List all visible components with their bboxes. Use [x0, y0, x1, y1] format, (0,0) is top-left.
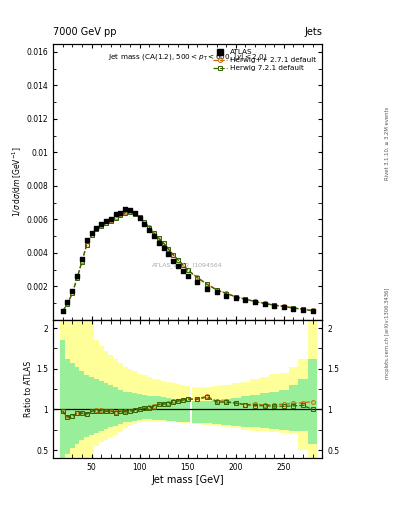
Y-axis label: Ratio to ATLAS: Ratio to ATLAS — [24, 361, 33, 417]
Point — [103, 217, 109, 225]
Point — [194, 278, 200, 286]
Text: mcplots.cern.ch [arXiv:1306.3436]: mcplots.cern.ch [arXiv:1306.3436] — [385, 287, 389, 378]
Point — [141, 220, 147, 228]
X-axis label: Jet mass [GeV]: Jet mass [GeV] — [151, 475, 224, 485]
Point — [180, 266, 186, 274]
Point — [290, 305, 297, 313]
Point — [112, 209, 119, 218]
Point — [69, 287, 75, 295]
Y-axis label: $1/\sigma\,\mathrm{d}\sigma/\mathrm{d}m\,[\mathrm{GeV}^{-1}]$: $1/\sigma\,\mathrm{d}\sigma/\mathrm{d}m\… — [10, 146, 24, 217]
Point — [170, 257, 176, 265]
Point — [175, 262, 181, 270]
Point — [233, 294, 239, 302]
Point — [213, 288, 220, 296]
Point — [122, 205, 128, 214]
Text: Jet mass (CA(1.2), $500 < p_\mathrm{T} < 600$, $|y| < 2.0)$: Jet mass (CA(1.2), $500 < p_\mathrm{T} <… — [108, 52, 267, 63]
Text: Rivet 3.1.10, ≥ 3.2M events: Rivet 3.1.10, ≥ 3.2M events — [385, 106, 389, 180]
Point — [165, 250, 172, 258]
Point — [127, 206, 133, 215]
Point — [300, 306, 306, 314]
Point — [151, 232, 157, 240]
Text: Jets: Jets — [305, 27, 322, 37]
Point — [93, 224, 99, 232]
Legend: ATLAS, Herwig++ 2.7.1 default, Herwig 7.2.1 default: ATLAS, Herwig++ 2.7.1 default, Herwig 7.… — [211, 47, 319, 73]
Text: 7000 GeV pp: 7000 GeV pp — [53, 27, 117, 37]
Text: ATLAS_2012_I1094564: ATLAS_2012_I1094564 — [152, 262, 223, 268]
Point — [242, 296, 248, 304]
Point — [252, 298, 258, 307]
Point — [204, 285, 210, 293]
Point — [281, 303, 287, 311]
Point — [64, 298, 71, 307]
Point — [88, 229, 95, 237]
Point — [59, 307, 66, 315]
Point — [79, 255, 85, 263]
Point — [84, 237, 90, 245]
Point — [132, 209, 138, 217]
Point — [74, 272, 80, 281]
Point — [261, 300, 268, 308]
Point — [160, 244, 167, 252]
Point — [117, 209, 123, 217]
Point — [271, 302, 277, 310]
Point — [185, 271, 191, 280]
Point — [98, 220, 104, 228]
Point — [156, 239, 162, 247]
Point — [108, 215, 114, 223]
Point — [146, 225, 152, 233]
Point — [310, 307, 316, 315]
Point — [223, 292, 229, 300]
Point — [136, 214, 143, 222]
